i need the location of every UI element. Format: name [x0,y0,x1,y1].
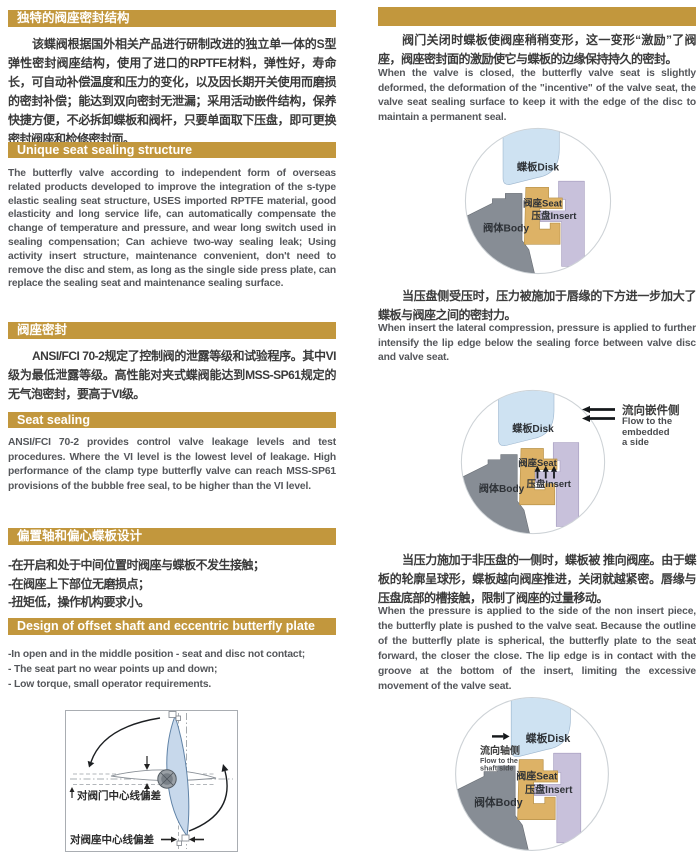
pressure-up-arrows-icon [534,465,557,479]
disk-label: 蝶板Disk [517,161,559,174]
shaft-end-top-small [175,715,181,721]
insert-label: 压盘Insert [527,478,571,489]
paragraph-valve-closed-zh: 阀门关闭时蝶板使阀座稍稍变形，这一变形“激励”了阀座，阀座密封面的激励使它与蝶板… [378,33,697,66]
flow-label-en: shaft side [480,763,514,772]
bullet-item: -在阀座上下部位无磨损点； [8,576,150,591]
seal-diagram-shaft-side: 流向轴侧 Flow to the shaft side 蝶板Disk 阀座Sea… [455,697,609,851]
flow-annotation-text: 流向嵌件侧 Flow to the embedded a side [622,405,680,449]
diagram-border [65,710,238,852]
bullet-list-offset-zh: -在开启和处于中间位置时阀座与蝶板不发生接触； -在阀座上下部位无磨损点； -扭… [8,556,336,612]
seat-label: 阀座Seat [518,457,557,468]
disk-shape [502,128,560,185]
insert-shape [534,442,580,527]
paragraph-valve-closed-en: When the valve is closed, the butterfly … [378,68,696,123]
valve-centerline-label: 对阀门中心线偏差 [77,789,161,802]
disk-shape [498,390,555,447]
paragraph-insert-pressure-zh: 当压盘侧受压时，压力被施加于唇缘的下方进一步加大了蝶板与阀座之间的密封力。 [378,289,697,322]
flow-label-en: embedded [622,426,670,438]
disk-label: 蝶板Disk [526,731,571,745]
bullet-list-offset-en: -In open and in the middle position - se… [8,647,336,692]
seat-centerline-label: 对阀座中心线偏差 [70,833,154,846]
flow-direction-annotation: 流向轴侧 Flow to the shaft side [480,732,520,772]
section-header-seat-sealing-en: Seat sealing [8,412,336,428]
body-label: 阀体Body [479,482,525,495]
bullet-item: - Low torque, small operator requirement… [8,679,212,690]
arrowhead-icon [221,764,229,772]
bullet-item: -扭矩低，操作机构要求小。 [8,595,150,609]
seal-diagram-closed: 蝶板Disk 阀座Seat 压盘Insert 阀体Body [464,127,612,275]
flow-label-en: a side [622,437,649,448]
seat-shape [519,448,558,506]
shaft-end-bottom-small [176,840,182,846]
paragraph-unique-seal-zh: 该蝶阀根据国外相关产品进行研制改进的独立单一体的S型弹性密封阀座结构，使用了进口… [8,37,337,146]
body-label: 阀体Body [474,795,523,809]
arrowhead-icon [69,787,75,792]
arrowhead-icon [87,760,95,768]
offset-disc-diagram: 对阀门中心线偏差 对阀座中心线偏差 [65,710,238,852]
seal-diagram-insert-side: 蝶板Disk 阀座Seat 压盘Insert 阀体Body [460,389,606,535]
bullet-item: -在开启和处于中间位置时阀座与蝶板不发生接触； [8,558,265,572]
section-bar-top [378,7,696,26]
seat-shape [523,186,563,245]
flow-annotation-insert-side: 流向嵌件侧 Flow to the embedded a side [581,405,680,449]
right-column: 阀门关闭时蝶板使阀座稍稍变形，这一变形“激励”了阀座，阀座密封面的激励使它与蝶板… [378,0,697,864]
insert-shape [534,752,582,844]
paragraph-unique-seal-en: The butterfly valve according to indepen… [8,168,336,290]
arrowhead-icon [189,836,195,843]
body-label: 阀体Body [483,221,529,234]
arrowhead-icon [144,783,150,789]
bullet-item: -In open and in the middle position - se… [8,649,306,660]
bullet-item: - The seat part no wear points up and do… [8,664,218,675]
flow-right-arrow-icon [503,732,510,740]
seat-shape [517,759,558,820]
disk-label: 蝶板Disk [512,422,554,435]
insert-shape [539,180,585,267]
paragraph-seat-sealing-zh: ANSI/FCI 70-2规定了控制阀的泄露等级和试验程序。其中VI级为最低泄露… [8,349,337,401]
paragraph-seat-sealing-en: ANSI/FCI 70-2 provides control valve lea… [8,437,336,492]
flow-label-zh: 流向嵌件侧 [622,405,680,417]
section-header-unique-seal-zh: 独特的阀座密封结构 [8,10,336,27]
shaft-end-top [168,711,177,718]
arrowhead-icon [171,836,177,843]
flow-label-en: Flow to the [480,756,518,765]
rotation-arc-lower [188,770,228,832]
arrowhead-icon [144,764,150,770]
rotation-arc-upper [90,717,161,763]
flow-left-arrows-icon [582,406,615,422]
seat-label: 阀座Seat [523,197,563,209]
insert-label: 压盘Insert [525,783,573,796]
disk-shape [510,698,571,757]
section-header-offset-design-en: Design of offset shaft and eccentric but… [8,618,336,635]
flow-label-zh: 流向轴侧 [480,744,520,757]
left-column: 独特的阀座密封结构 该蝶阀根据国外相关产品进行研制改进的独立单一体的S型弹性密封… [8,0,337,864]
insert-label: 压盘Insert [532,210,578,222]
flow-label-en: Flow to the [622,416,673,427]
section-header-seat-sealing-zh: 阀座密封 [8,322,336,339]
seat-label: 阀座Seat [516,770,558,783]
section-header-unique-seal-en: Unique seat sealing structure [8,142,336,158]
shaft-hatch [160,772,174,786]
paragraph-noninsert-pressure-zh: 当压力施加于非压盘的一侧时，蝶板被 推向阀座。由于蝶板的轮廓呈球形，蝶板越向阀座… [378,553,697,605]
section-header-offset-design-zh: 偏置轴和偏心蝶板设计 [8,528,336,545]
paragraph-insert-pressure-en: When insert the lateral compression, pre… [378,323,696,363]
shaft-end-bottom [181,834,190,842]
paragraph-noninsert-pressure-en: When the pressure is applied to the side… [378,606,696,692]
